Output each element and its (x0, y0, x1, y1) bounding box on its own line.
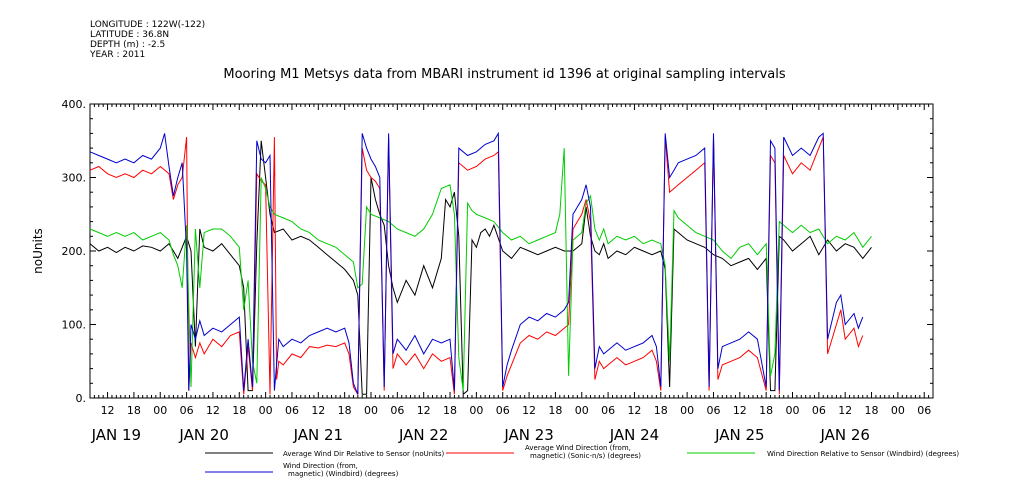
x-tick-label: 12 (206, 404, 220, 417)
y-axis-label: noUnits (31, 228, 45, 274)
series-line (89, 148, 872, 391)
x-tick-label: 12 (417, 404, 431, 417)
x-tick-label: 12 (311, 404, 325, 417)
x-date-label: JAN 24 (609, 426, 660, 444)
y-tick-label: 0. (76, 392, 87, 405)
x-tick-label: 06 (706, 404, 720, 417)
x-date-label: JAN 20 (178, 426, 229, 444)
x-date-label: JAN 23 (503, 426, 554, 444)
legend-label-cont: magnetic) (Sonic-n/s) (degrees) (530, 452, 641, 460)
x-tick-label: 12 (838, 404, 852, 417)
x-tick-label: 00 (259, 404, 273, 417)
x-tick-label: 06 (812, 404, 826, 417)
x-tick-label: 00 (891, 404, 905, 417)
x-tick-label: 06 (496, 404, 510, 417)
x-date-label: JAN 19 (91, 426, 142, 444)
x-date-label: JAN 25 (714, 426, 765, 444)
y-tick-label: 100. (62, 319, 87, 332)
x-tick-label: 06 (390, 404, 404, 417)
x-tick-label: 00 (786, 404, 800, 417)
y-tick-label: 200. (62, 245, 87, 258)
x-tick-label: 00 (364, 404, 378, 417)
series-line (89, 140, 872, 396)
legend-label: Average Wind Dir Relative to Sensor (noU… (283, 450, 444, 458)
legend-label: Wind Direction Relative to Sensor (Windb… (767, 450, 959, 458)
plot-frame (89, 103, 934, 399)
x-tick-label: 00 (153, 404, 167, 417)
latitude-label: LATITUDE : 36.8N (90, 30, 170, 40)
legend-label: Wind Direction (from, (283, 462, 358, 470)
x-tick-label: 06 (285, 404, 299, 417)
x-tick-label: 00 (575, 404, 589, 417)
axis-ticks (89, 103, 934, 399)
x-date-label: JAN 22 (398, 426, 449, 444)
x-tick-label: 06 (917, 404, 931, 417)
x-tick-label: 00 (680, 404, 694, 417)
x-tick-label: 18 (443, 404, 457, 417)
x-tick-label: 18 (654, 404, 668, 417)
x-tick-label: 06 (180, 404, 194, 417)
x-tick-label: 18 (865, 404, 879, 417)
series-line (89, 131, 864, 395)
series-group (89, 131, 872, 397)
x-tick-label: 18 (338, 404, 352, 417)
x-tick-label: 18 (232, 404, 246, 417)
longitude-label: LONGITUDE : 122W(-122) (90, 20, 206, 30)
x-tick-label: 12 (101, 404, 115, 417)
depth-label: DEPTH (m) : -2.5 (90, 40, 166, 50)
tick-labels: 0. 100. 200. 300. 400. 12 18 00 06 12 18 00 06 12 18 00… (62, 98, 932, 444)
x-tick-label: 06 (601, 404, 615, 417)
x-tick-label: 12 (627, 404, 641, 417)
x-tick-label: 12 (733, 404, 747, 417)
x-tick-label: 18 (127, 404, 141, 417)
y-tick-label: 300. (62, 172, 87, 185)
x-tick-label: 12 (522, 404, 536, 417)
chart-title: Mooring M1 Metsys data from MBARI instru… (223, 67, 786, 82)
year-label: YEAR : 2011 (90, 50, 146, 60)
series-line (89, 136, 864, 397)
x-tick-label: 18 (548, 404, 562, 417)
y-tick-label: 400. (62, 98, 87, 111)
x-tick-label: 18 (759, 404, 773, 417)
x-date-label: JAN 26 (819, 426, 870, 444)
legend-label: Average Wind Direction (from, (525, 444, 631, 452)
x-date-label: JAN 21 (293, 426, 344, 444)
legend: Average Wind Dir Relative to Sensor (noU… (205, 444, 959, 478)
legend-label-cont: magnetic) (Windbird) (degrees) (288, 470, 399, 478)
x-tick-label: 00 (469, 404, 483, 417)
metadata-block: LONGITUDE : 122W(-122) LATITUDE : 36.8N … (90, 20, 205, 60)
